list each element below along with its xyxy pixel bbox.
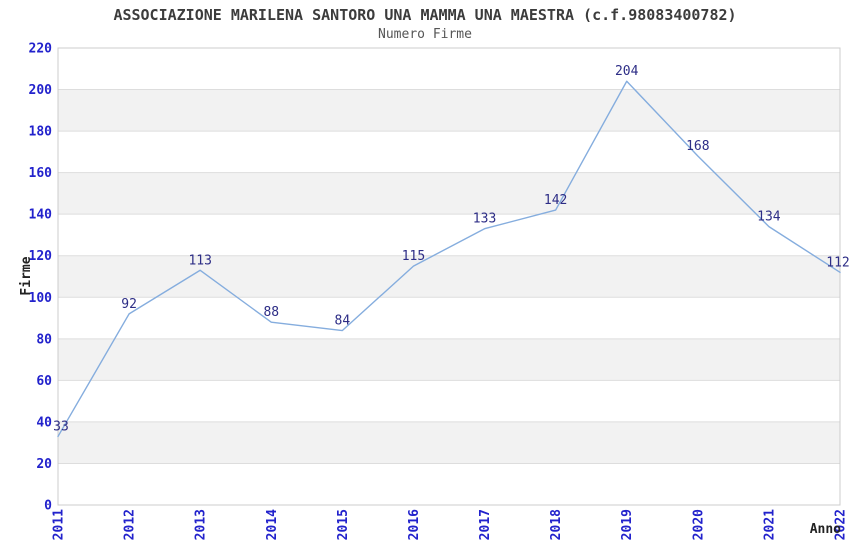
y-tick-label: 220 bbox=[29, 42, 53, 57]
data-label: 33 bbox=[53, 419, 69, 434]
grid-band bbox=[58, 255, 840, 298]
x-tick-label: 2014 bbox=[265, 509, 280, 540]
data-label: 142 bbox=[544, 193, 567, 208]
y-tick-label: 200 bbox=[29, 83, 53, 98]
data-label: 84 bbox=[335, 314, 351, 329]
y-tick-label: 0 bbox=[44, 499, 52, 514]
x-tick-label: 2013 bbox=[194, 509, 209, 540]
y-tick-label: 120 bbox=[29, 249, 53, 264]
y-tick-label: 160 bbox=[29, 166, 53, 181]
chart-subtitle: Numero Firme bbox=[378, 27, 472, 42]
grid-band bbox=[58, 172, 840, 215]
x-tick-label: 2018 bbox=[549, 509, 564, 540]
grid-band bbox=[58, 89, 840, 132]
data-label: 92 bbox=[121, 297, 137, 312]
y-tick-label: 100 bbox=[29, 291, 53, 306]
y-tick-label: 20 bbox=[36, 457, 52, 472]
x-tick-label: 2017 bbox=[478, 509, 493, 540]
x-tick-label: 2022 bbox=[834, 509, 849, 540]
y-tick-label: 60 bbox=[36, 374, 52, 389]
x-tick-label: 2021 bbox=[762, 509, 777, 540]
data-label: 204 bbox=[615, 64, 639, 79]
y-axis-title: Firme bbox=[19, 256, 34, 295]
data-label: 168 bbox=[686, 139, 709, 154]
x-tick-label: 2011 bbox=[52, 509, 67, 540]
x-axis-title: Anno bbox=[810, 522, 841, 537]
data-label: 115 bbox=[402, 249, 425, 264]
y-tick-label: 180 bbox=[29, 125, 53, 140]
x-tick-label: 2019 bbox=[620, 509, 635, 540]
data-label: 113 bbox=[188, 253, 211, 268]
data-label: 134 bbox=[757, 210, 781, 225]
y-tick-label: 80 bbox=[36, 332, 52, 347]
x-tick-label: 2020 bbox=[691, 509, 706, 540]
x-tick-label: 2012 bbox=[123, 509, 138, 540]
data-label: 88 bbox=[263, 305, 279, 320]
plot-border bbox=[57, 47, 841, 506]
x-tick-label: 2015 bbox=[336, 509, 351, 540]
series-line bbox=[57, 80, 841, 438]
data-label: 133 bbox=[473, 212, 496, 227]
y-tick-label: 40 bbox=[36, 415, 52, 430]
data-label: 112 bbox=[826, 255, 849, 270]
x-tick-label: 2016 bbox=[407, 509, 422, 540]
chart-title: ASSOCIAZIONE MARILENA SANTORO UNA MAMMA … bbox=[113, 6, 737, 24]
y-tick-label: 140 bbox=[29, 208, 53, 223]
grid-band bbox=[58, 421, 840, 464]
grid-band bbox=[58, 338, 840, 381]
